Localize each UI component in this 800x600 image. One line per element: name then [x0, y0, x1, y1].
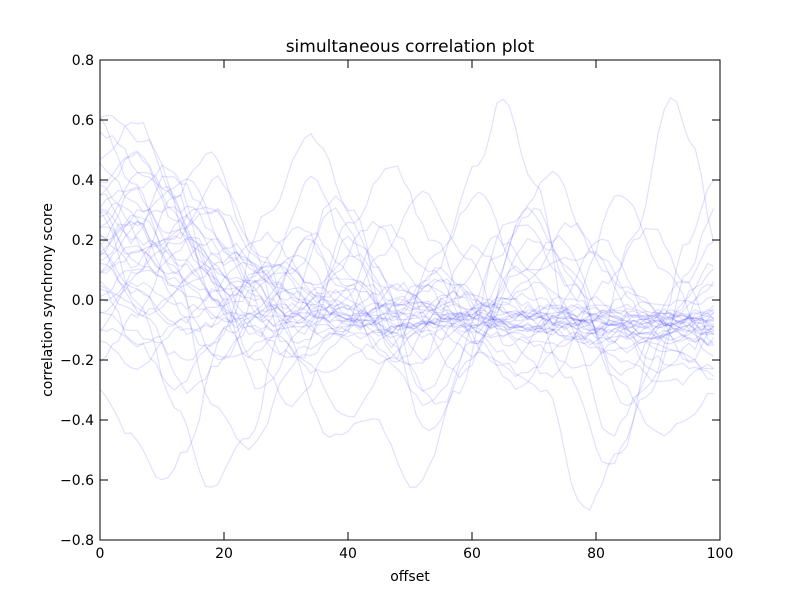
x-tick-label: 80 [587, 546, 605, 562]
y-tick-label: 0.0 [72, 293, 94, 309]
series-line [99, 214, 715, 340]
series-line [99, 206, 714, 335]
series-line [99, 281, 714, 334]
series-line [99, 210, 714, 330]
series-line [99, 310, 714, 386]
series-line [99, 237, 714, 336]
series-line [99, 226, 714, 336]
y-tick-label: 0.2 [72, 233, 94, 249]
series-line [99, 226, 715, 407]
series-line [99, 114, 715, 370]
x-tick-label: 20 [215, 546, 233, 562]
series-line [99, 303, 715, 377]
y-tick-label: −0.2 [60, 353, 94, 369]
y-tick-label: 0.4 [72, 173, 94, 189]
series-line [99, 175, 714, 437]
series-line [99, 132, 715, 481]
chart-title: simultaneous correlation plot [286, 37, 535, 57]
series-line [99, 206, 714, 340]
series-line [99, 162, 714, 358]
y-tick-label: −0.4 [60, 413, 94, 429]
series-line [99, 174, 715, 465]
series-line [99, 250, 715, 340]
series-line [99, 151, 715, 489]
series-line [99, 184, 714, 350]
series-line [99, 164, 715, 361]
series-line [100, 193, 715, 347]
series-line [99, 292, 715, 348]
y-axis-label: correlation synchrony score [40, 203, 56, 397]
series-line [99, 186, 715, 341]
series-line [99, 122, 715, 407]
x-tick-label: 40 [339, 546, 357, 562]
series-line [99, 175, 715, 364]
series-line [99, 244, 714, 335]
series-line [99, 178, 714, 345]
series-line [99, 98, 715, 437]
series-line [99, 223, 714, 340]
series-line [99, 131, 715, 366]
series-line [99, 150, 715, 391]
series-line [99, 117, 714, 451]
series-lines [99, 96, 715, 512]
y-tick-label: −0.8 [60, 533, 94, 549]
y-tick-label: 0.6 [72, 113, 94, 129]
x-tick-label: 60 [463, 546, 481, 562]
x-axis-label: offset [390, 569, 430, 585]
series-line [99, 195, 714, 488]
y-tick-label: 0.8 [72, 53, 94, 69]
series-line [99, 242, 714, 328]
series-line [99, 262, 715, 333]
x-tick-label: 100 [707, 546, 734, 562]
series-line [99, 96, 715, 363]
x-tick-label: 0 [96, 546, 105, 562]
series-line [99, 179, 715, 512]
series-line [99, 151, 715, 346]
series-line [99, 171, 714, 339]
series-line [99, 242, 714, 326]
series-line [99, 203, 715, 333]
y-tick-label: −0.6 [60, 473, 94, 489]
axis-ticks: 0 20 40 60 80 100 −0.8 −0.6 −0.4 −0.2 0.0 0.2 0.4 0.6… [60, 53, 733, 562]
